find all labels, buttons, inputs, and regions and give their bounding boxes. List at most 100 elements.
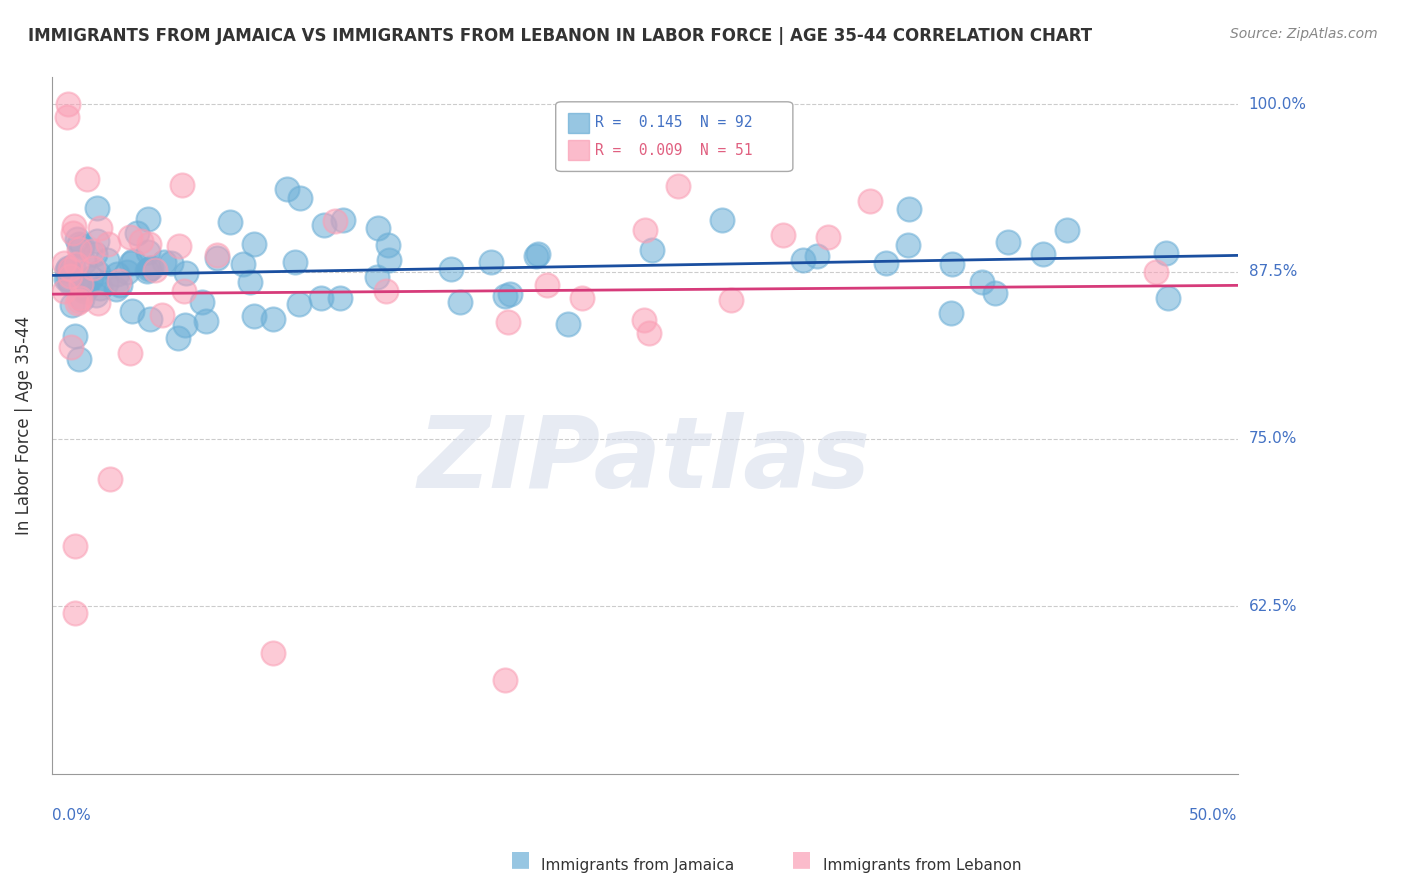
Text: Source: ZipAtlas.com: Source: ZipAtlas.com [1230,27,1378,41]
Y-axis label: In Labor Force | Age 35-44: In Labor Force | Age 35-44 [15,316,32,535]
Point [332,213,354,227]
Point [792,252,814,267]
Point [499,287,522,301]
Point [494,673,516,687]
Point [98,472,121,486]
Point [139,312,162,326]
Point [1056,222,1078,236]
Point [94,276,117,290]
Text: R =  0.009  N = 51: R = 0.009 N = 51 [595,143,752,158]
Point [60,298,83,312]
Text: 0.0%: 0.0% [52,808,90,823]
Point [69,278,91,293]
Point [817,230,839,244]
Point [858,194,880,208]
Point [59,262,82,277]
Point [494,288,516,302]
Point [138,261,160,276]
Point [65,329,87,343]
Point [970,276,993,290]
Point [121,303,143,318]
Point [104,282,127,296]
Point [75,282,97,296]
Point [59,340,82,354]
Point [107,274,129,288]
Text: ■: ■ [792,849,811,869]
Point [173,284,195,298]
Text: ZIPatlas: ZIPatlas [418,412,872,509]
Point [633,313,655,327]
Point [284,254,307,268]
Point [89,281,111,295]
Point [96,252,118,267]
Text: 100.0%: 100.0% [1249,96,1306,112]
Point [65,257,87,271]
Point [69,277,91,292]
Point [159,256,181,270]
Point [205,251,228,265]
Point [218,215,240,229]
Point [711,212,734,227]
Point [897,238,920,252]
Point [62,259,84,273]
Text: 62.5%: 62.5% [1249,599,1298,614]
Point [87,266,110,280]
Point [939,306,962,320]
Point [536,278,558,293]
Point [55,262,77,277]
Point [875,256,897,270]
Point [118,230,141,244]
Point [80,271,103,285]
Point [479,254,502,268]
Point [641,243,664,257]
FancyBboxPatch shape [555,102,793,171]
Text: 50.0%: 50.0% [1189,808,1237,823]
Point [69,293,91,308]
Point [634,223,657,237]
Point [63,219,86,233]
Point [524,249,547,263]
Point [56,272,79,286]
Point [120,346,142,360]
Point [557,317,579,331]
Point [153,254,176,268]
Point [135,264,157,278]
Point [997,235,1019,249]
Point [121,253,143,268]
Point [69,291,91,305]
Point [262,311,284,326]
Point [1031,246,1053,260]
Point [374,284,396,298]
Point [63,606,86,620]
Point [170,178,193,193]
Point [329,292,352,306]
Point [80,244,103,259]
Text: 87.5%: 87.5% [1249,264,1296,279]
FancyBboxPatch shape [568,112,589,134]
Point [377,238,399,252]
Point [53,284,76,298]
Point [174,266,197,280]
Point [232,257,254,271]
Point [67,352,90,367]
Point [73,254,96,268]
Point [59,269,82,284]
Point [378,252,401,267]
Point [58,261,80,276]
Point [1144,264,1167,278]
Point [136,212,159,227]
Point [136,244,159,259]
FancyBboxPatch shape [568,139,589,161]
Point [1156,245,1178,260]
Point [527,247,550,261]
Text: Immigrants from Jamaica: Immigrants from Jamaica [541,858,734,872]
Point [242,309,264,323]
Point [239,275,262,289]
Point [367,220,389,235]
Point [73,284,96,298]
Point [207,248,229,262]
Point [276,182,298,196]
Point [450,295,472,310]
Point [120,256,142,270]
Point [323,213,346,227]
